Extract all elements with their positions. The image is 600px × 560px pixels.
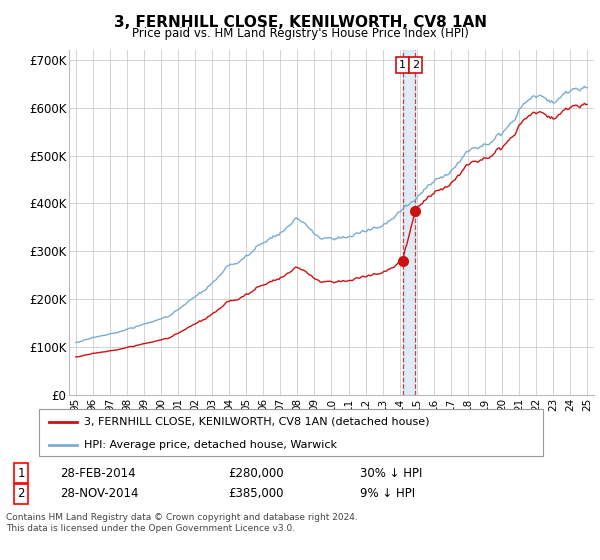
Text: 3, FERNHILL CLOSE, KENILWORTH, CV8 1AN: 3, FERNHILL CLOSE, KENILWORTH, CV8 1AN: [113, 15, 487, 30]
Text: £385,000: £385,000: [228, 487, 284, 501]
Text: 9% ↓ HPI: 9% ↓ HPI: [360, 487, 415, 501]
Text: 28-NOV-2014: 28-NOV-2014: [60, 487, 139, 501]
Text: 1: 1: [17, 466, 25, 480]
Bar: [403, 50, 415, 395]
Text: 2: 2: [17, 487, 25, 501]
Text: Contains HM Land Registry data © Crown copyright and database right 2024.: Contains HM Land Registry data © Crown c…: [6, 513, 358, 522]
Text: £280,000: £280,000: [228, 466, 284, 480]
Text: 1: 1: [399, 60, 406, 70]
Text: 3, FERNHILL CLOSE, KENILWORTH, CV8 1AN (detached house): 3, FERNHILL CLOSE, KENILWORTH, CV8 1AN (…: [85, 417, 430, 427]
Text: HPI: Average price, detached house, Warwick: HPI: Average price, detached house, Warw…: [85, 440, 337, 450]
Text: This data is licensed under the Open Government Licence v3.0.: This data is licensed under the Open Gov…: [6, 524, 295, 533]
Text: Price paid vs. HM Land Registry's House Price Index (HPI): Price paid vs. HM Land Registry's House …: [131, 27, 469, 40]
Text: 28-FEB-2014: 28-FEB-2014: [60, 466, 136, 480]
Text: 2: 2: [412, 60, 419, 70]
Text: 30% ↓ HPI: 30% ↓ HPI: [360, 466, 422, 480]
